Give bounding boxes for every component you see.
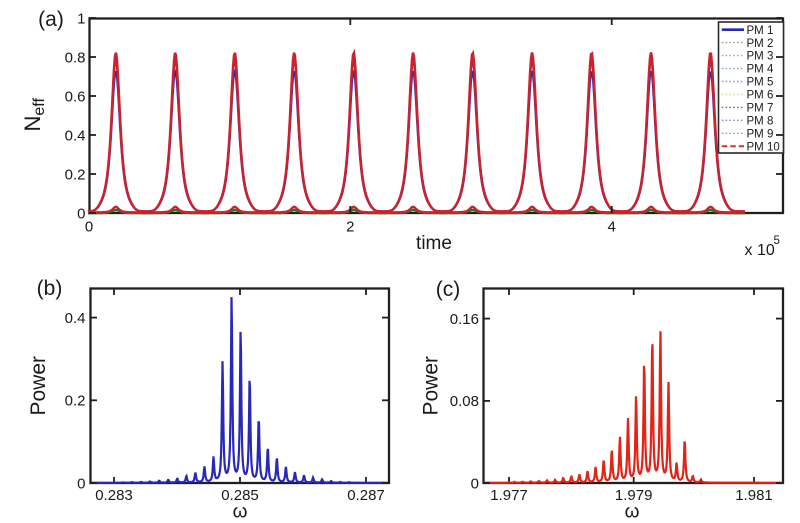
svg-text:1.981: 1.981 [735, 487, 773, 504]
svg-text:5: 5 [774, 235, 780, 247]
svg-text:ω: ω [625, 502, 640, 519]
svg-text:time: time [416, 233, 452, 254]
svg-text:1.977: 1.977 [490, 487, 528, 504]
svg-text:Power: Power [27, 356, 50, 416]
svg-text:0.285: 0.285 [221, 487, 259, 504]
svg-text:4: 4 [608, 219, 616, 236]
svg-text:(a): (a) [38, 8, 64, 31]
svg-text:PM 3: PM 3 [747, 51, 774, 63]
svg-text:0.2: 0.2 [65, 393, 86, 410]
svg-text:ω: ω [233, 502, 248, 519]
svg-text:0.8: 0.8 [65, 49, 86, 66]
svg-text:PM 1: PM 1 [747, 25, 774, 37]
svg-text:1: 1 [77, 10, 85, 27]
svg-text:1.979: 1.979 [615, 487, 653, 504]
svg-text:0.4: 0.4 [65, 127, 86, 144]
svg-text:0.16: 0.16 [450, 311, 479, 328]
svg-text:PM 4: PM 4 [747, 64, 774, 76]
svg-text:0.287: 0.287 [347, 487, 385, 504]
svg-text:PM 2: PM 2 [747, 38, 774, 50]
svg-text:0.6: 0.6 [65, 88, 86, 105]
svg-text:(b): (b) [37, 277, 63, 300]
svg-text:PM 8: PM 8 [747, 115, 774, 127]
svg-text:0: 0 [85, 219, 93, 236]
svg-text:0.08: 0.08 [450, 393, 479, 410]
svg-text:Power: Power [420, 356, 443, 416]
svg-text:0.4: 0.4 [65, 310, 86, 327]
svg-text:x 10: x 10 [745, 242, 775, 259]
svg-text:0: 0 [77, 205, 85, 222]
svg-text:0.283: 0.283 [95, 487, 133, 504]
svg-text:0: 0 [471, 475, 479, 492]
svg-text:PM 10: PM 10 [747, 141, 780, 153]
svg-text:PM 6: PM 6 [747, 90, 774, 102]
svg-text:PM 7: PM 7 [747, 103, 774, 115]
svg-text:0: 0 [77, 475, 85, 492]
svg-text:PM 9: PM 9 [747, 128, 774, 140]
svg-text:0.2: 0.2 [65, 166, 86, 183]
svg-text:2: 2 [346, 219, 354, 236]
svg-text:(c): (c) [436, 278, 461, 301]
svg-text:PM 5: PM 5 [747, 77, 774, 89]
